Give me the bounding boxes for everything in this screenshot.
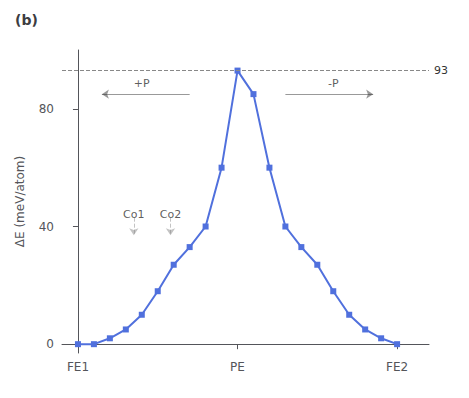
svg-text:(b): (b) [15, 12, 38, 28]
svg-text:80: 80 [39, 102, 54, 116]
svg-text:-P: -P [328, 77, 339, 90]
svg-text:Co1: Co1 [123, 208, 144, 221]
svg-text:Co2: Co2 [160, 208, 181, 221]
svg-text:+P: +P [134, 77, 150, 90]
svg-text:40: 40 [39, 220, 54, 234]
svg-text:0: 0 [46, 337, 54, 351]
svg-text:PE: PE [230, 360, 245, 374]
svg-text:93: 93 [434, 64, 448, 77]
svg-text:FE1: FE1 [67, 360, 89, 374]
svg-text:FE2: FE2 [386, 360, 408, 374]
svg-text:ΔE (meV/atom): ΔE (meV/atom) [13, 156, 27, 247]
